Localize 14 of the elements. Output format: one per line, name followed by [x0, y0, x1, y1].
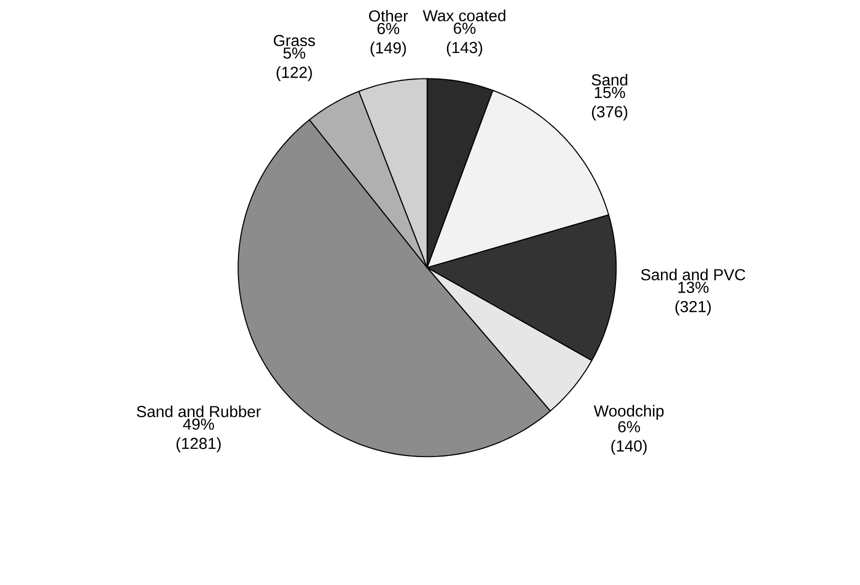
slice-label: Woodchip: [594, 404, 664, 420]
data-label: 6% (143): [446, 22, 482, 56]
slice-label: Grass: [274, 34, 315, 46]
slice-label: Sand: [592, 74, 628, 86]
data-label: 6% (140): [611, 420, 647, 455]
data-label: 13% (321): [675, 282, 711, 316]
slice-label: Sand and Rubber: [136, 405, 261, 418]
data-label: 5% (122): [276, 47, 312, 82]
slice-label: Sand and PVC: [641, 268, 746, 280]
data-label: 15% (376): [592, 86, 628, 120]
slice-label: Wax coated: [422, 10, 506, 22]
data-label: 6% (149): [370, 22, 406, 57]
data-label: 49% (1281): [176, 418, 221, 452]
slice-label: Other: [369, 10, 408, 22]
